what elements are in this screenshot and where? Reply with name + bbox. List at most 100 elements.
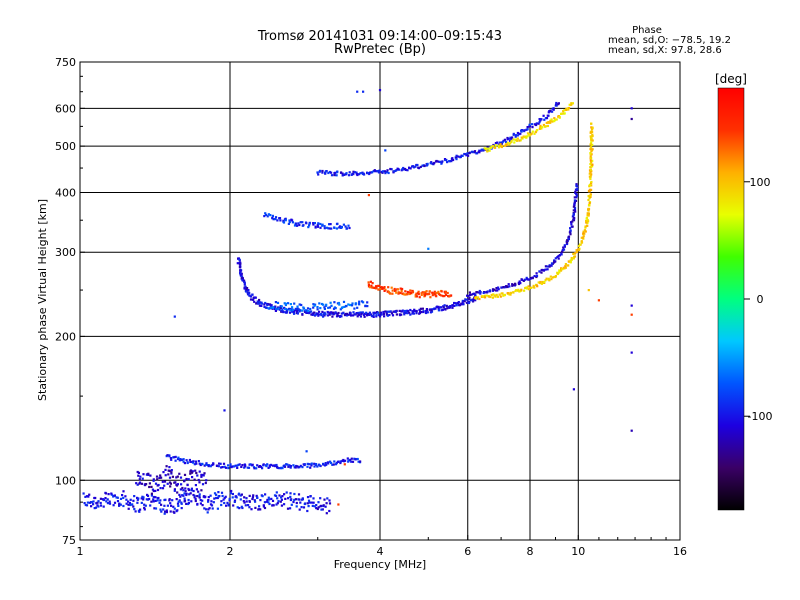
data-point [358,303,361,306]
data-point [430,309,433,312]
data-point [566,241,569,244]
data-point [292,464,295,467]
data-point [338,303,341,306]
data-point [207,500,210,503]
data-point [366,171,369,174]
data-point [262,463,265,466]
data-point [350,173,353,176]
data-point [451,306,454,309]
data-point [276,497,279,500]
data-point [308,463,311,466]
data-point [215,464,218,467]
data-point [576,188,579,191]
data-point [289,507,292,510]
data-point [522,279,525,282]
data-point [389,310,392,313]
data-point [176,509,179,512]
data-point [393,170,396,173]
data-point [275,494,278,497]
data-point [255,467,258,470]
data-point [422,310,425,314]
data-point [423,291,426,294]
data-point [271,499,275,502]
data-point [244,464,247,467]
data-point [125,498,128,501]
data-point [258,298,261,302]
data-point [352,314,355,317]
data-point [419,310,422,313]
data-point [570,258,573,261]
data-point [248,500,251,503]
data-point [415,295,418,298]
data-point [169,510,172,513]
colorbar-ticks: -100 0 100 [744,176,772,423]
data-point [223,501,226,505]
data-point [305,311,308,314]
data-point [550,264,553,267]
data-point [356,173,359,177]
data-point [203,507,206,510]
data-point [336,171,339,174]
data-point [173,456,176,459]
data-point [204,481,207,485]
data-point [105,500,108,503]
data-point [562,248,566,251]
data-point [334,171,337,174]
data-point [270,497,273,500]
data-point [544,265,547,268]
data-point [360,313,363,316]
data-point [252,494,255,497]
data-point [545,277,548,280]
data-point [440,294,443,297]
data-point [97,500,100,503]
data-point [241,506,244,510]
data-point [351,302,354,305]
data-point [178,493,181,496]
data-point [175,483,178,486]
data-point [281,308,284,311]
data-point [589,175,592,178]
data-point [377,171,381,174]
data-point [298,310,301,313]
data-point [319,307,322,310]
data-point [437,309,440,312]
data-point [584,225,587,228]
data-point [437,290,440,293]
data-point [572,252,575,255]
data-point [246,287,249,290]
data-point [563,112,566,115]
data-point [345,312,348,315]
data-point [475,297,478,300]
data-point [549,275,552,278]
data-point [301,466,304,469]
data-point [507,292,510,295]
data-point [424,292,427,295]
data-point [293,224,297,227]
data-point [238,266,241,269]
data-point [256,496,259,499]
data-point [179,495,182,498]
data-point [316,308,319,311]
data-point [338,315,342,318]
data-point [425,290,428,293]
data-point [308,222,311,225]
data-point [394,289,397,292]
x-tick-label: 6 [464,545,471,558]
data-point [247,289,250,292]
data-point [242,279,246,282]
data-point [174,455,177,458]
data-point [390,286,393,289]
data-point [285,311,288,314]
data-point [154,489,157,492]
data-point [457,155,460,158]
data-point [489,295,492,299]
data-point [329,301,332,304]
data-point [391,292,394,295]
data-point [200,489,203,492]
data-point [437,307,440,310]
data-point [132,499,135,502]
data-point [335,227,338,230]
data-point [144,504,147,507]
data-point [399,291,402,295]
data-point [240,465,243,468]
